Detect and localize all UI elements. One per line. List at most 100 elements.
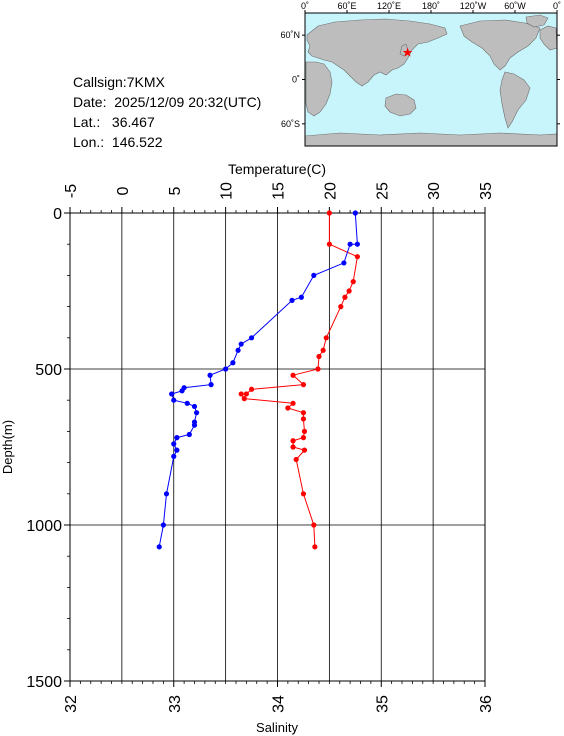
temperature-point — [300, 435, 307, 441]
land-north-america — [459, 19, 541, 71]
temperature-point — [300, 410, 307, 416]
callsign-row: Callsign:7KMX — [73, 72, 261, 92]
temperature-point — [326, 210, 332, 216]
map-lat-label: 60˚N — [280, 30, 300, 40]
salinity-point — [347, 241, 353, 247]
map-lat-label: 0˚ — [292, 75, 300, 85]
land-greenland — [525, 14, 549, 28]
temperature-profile-line — [240, 213, 358, 547]
salinity-point — [230, 360, 236, 366]
land-antarctica — [304, 132, 558, 147]
temperature-point — [248, 386, 255, 392]
temperature-tick-label: 20 — [322, 182, 339, 200]
temperature-tick-label: 35 — [478, 182, 495, 200]
temperature-point — [315, 366, 321, 372]
salinity-point — [352, 210, 358, 216]
temperature-point — [312, 544, 318, 550]
salinity-axis-label: Salinity — [256, 720, 298, 735]
temperature-point — [350, 279, 356, 285]
land-asia — [306, 18, 448, 87]
temperature-tick-label: 30 — [426, 182, 443, 200]
temperature-axis: -5 0 5 10 15 20 25 30 35 — [63, 182, 495, 213]
map-lon-label: 120˚W — [460, 1, 487, 11]
map-lon-label: 180˚ — [422, 1, 440, 11]
land-africa — [305, 61, 333, 117]
temperature-tick-label: 0 — [115, 186, 132, 195]
temperature-point — [290, 400, 296, 406]
chart-grid — [69, 212, 486, 682]
salinity-point — [354, 241, 360, 247]
map-lon-label: 60˚W — [504, 1, 526, 11]
salinity-point — [184, 400, 190, 406]
salinity-point — [179, 388, 185, 394]
salinity-tick-label: 34 — [271, 695, 288, 713]
lon-row: Lon.: 146.522 — [73, 132, 261, 152]
temperature-point — [290, 372, 296, 378]
temperature-point — [354, 254, 360, 260]
salinity-profile-line — [158, 212, 358, 547]
temperature-point — [301, 428, 308, 434]
salinity-point — [191, 403, 198, 410]
salinity-point — [156, 544, 162, 550]
lon-label: Lon.: — [73, 134, 105, 150]
callsign-value: 7KMX — [126, 74, 165, 90]
salinity-point — [186, 431, 192, 438]
temperature-point — [300, 382, 307, 388]
salinity-tick-label: 35 — [374, 695, 391, 713]
salinity-point — [298, 294, 304, 300]
salinity-point — [193, 410, 200, 416]
temperature-point — [301, 447, 308, 453]
salinity-point — [163, 491, 170, 497]
salinity-axis: 32 33 34 35 36 — [63, 681, 495, 713]
lat-value: 36.467 — [111, 114, 155, 130]
callsign-label: Callsign: — [73, 74, 127, 90]
temperature-tick-label: 15 — [271, 182, 288, 200]
salinity-point — [208, 382, 214, 388]
depth-tick-label: 1000 — [26, 518, 62, 535]
land-europe — [539, 25, 558, 51]
station-info: Callsign:7KMX Date: 2025/12/09 20:32(UTC… — [73, 72, 261, 152]
map-land — [304, 14, 558, 147]
salinity-point — [311, 272, 317, 278]
map-lon-label: 120˚E — [377, 1, 401, 11]
location-star-icon — [402, 47, 413, 57]
temperature-point — [346, 288, 352, 294]
temperature-point — [300, 416, 307, 422]
salinity-point — [235, 347, 241, 353]
depth-axis-label: Depth(m) — [0, 420, 15, 474]
salinity-point — [191, 422, 198, 428]
temperature-point — [238, 391, 244, 397]
temperature-point — [338, 304, 344, 310]
temperature-point — [300, 491, 307, 497]
map-lon-label: 0˚ — [553, 1, 561, 11]
profile-chart: -5 0 5 10 15 20 25 30 35 32 33 34 35 36 050010001500… — [0, 161, 495, 735]
temperature-point — [243, 391, 249, 397]
map-lat-label: 60˚S — [281, 119, 300, 129]
land-south-america — [499, 71, 531, 129]
temperature-tick-label: 25 — [374, 182, 391, 200]
temperature-point — [285, 405, 291, 411]
land-australia — [384, 93, 417, 117]
temperature-point — [316, 353, 322, 360]
location-map: 0˚ 60˚E 120˚E 180˚ 120˚W 60˚W 0˚ 60˚N 0˚ 60˚S — [280, 1, 561, 147]
temperature-point — [320, 347, 326, 353]
salinity-point — [171, 397, 177, 403]
salinity-point — [289, 297, 295, 303]
temperature-point — [342, 294, 348, 300]
salinity-point — [248, 335, 255, 341]
depth-tick-label: 0 — [53, 206, 62, 223]
date-row: Date: 2025/12/09 20:32(UTC) — [73, 92, 261, 112]
map-lon-ticks: 0˚ 60˚E 120˚E 180˚ 120˚W 60˚W 0˚ — [301, 1, 561, 13]
temperature-tick-label: -5 — [63, 184, 80, 198]
lat-row: Lat.: 36.467 — [73, 112, 261, 132]
salinity-point — [174, 447, 180, 453]
salinity-point — [174, 435, 180, 441]
series-layer — [156, 210, 360, 550]
salinity-point — [171, 441, 177, 447]
temperature-axis-label: Temperature(C) — [228, 161, 326, 177]
salinity-tick-label: 33 — [167, 695, 184, 713]
salinity-tick-label: 32 — [63, 695, 80, 713]
salinity-point — [223, 366, 229, 372]
depth-axis: 0 500 1000 1500 — [26, 206, 70, 691]
